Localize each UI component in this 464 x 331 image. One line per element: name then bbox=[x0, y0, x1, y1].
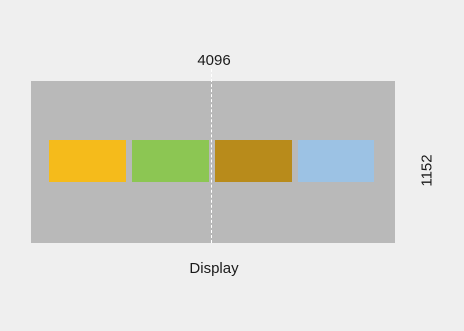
color-block-1 bbox=[49, 140, 126, 182]
color-block-3 bbox=[215, 140, 292, 182]
display-area bbox=[31, 69, 395, 243]
display-label: Display bbox=[189, 260, 239, 277]
center-divider-line bbox=[211, 69, 212, 243]
width-label: 4096 bbox=[197, 52, 231, 69]
color-block-4 bbox=[298, 140, 374, 182]
color-block-2 bbox=[132, 140, 209, 182]
diagram-canvas: 4096 1152 Display bbox=[0, 10, 464, 331]
height-label: 1152 bbox=[418, 154, 436, 187]
